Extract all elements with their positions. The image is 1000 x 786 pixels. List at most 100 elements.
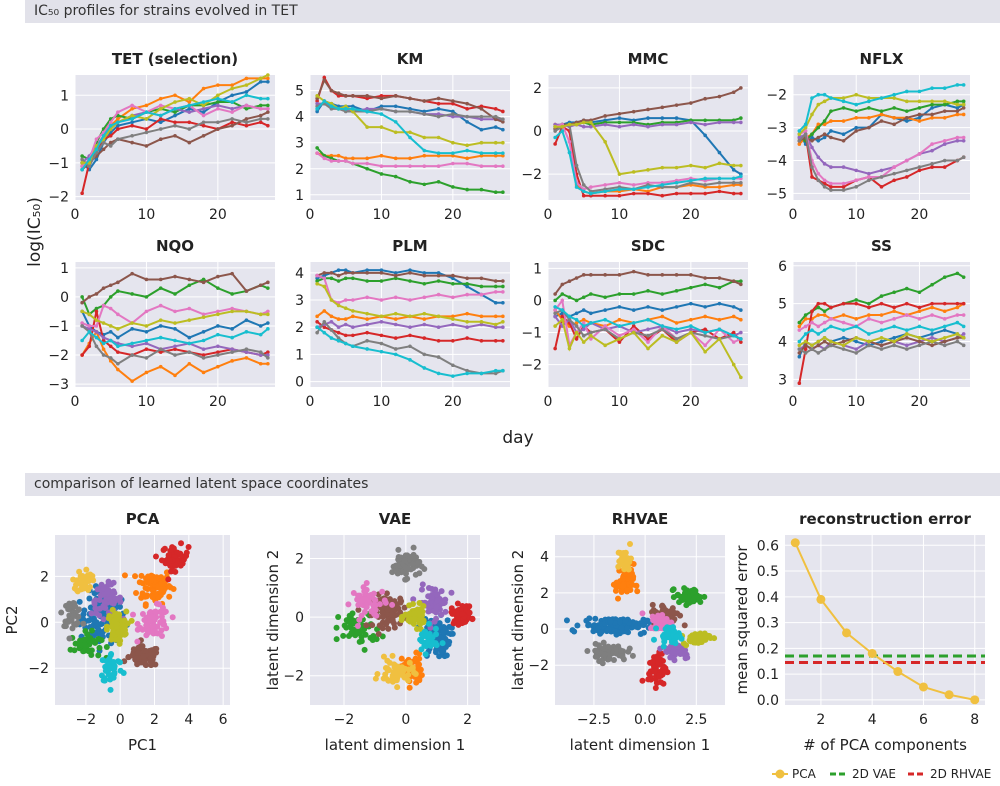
data-point [216, 103, 220, 108]
scatter-point [624, 555, 631, 562]
data-point [660, 273, 665, 277]
data-point [603, 324, 607, 328]
data-point [574, 311, 579, 316]
data-point [731, 191, 736, 196]
data-point [493, 279, 498, 283]
data-point [422, 273, 427, 278]
data-point [379, 314, 384, 319]
data-point [961, 313, 966, 317]
data-point [560, 124, 565, 129]
scatter-point [121, 572, 128, 579]
data-point [617, 333, 622, 338]
data-point [315, 281, 319, 286]
y-tick-label: 0.3 [757, 616, 779, 632]
scatter-point [389, 678, 396, 685]
subplot-title: PCA [126, 510, 160, 528]
scatter-point [142, 585, 149, 592]
scatter-point [101, 599, 108, 606]
data-point [436, 153, 441, 158]
data-point [810, 165, 814, 169]
data-point [717, 94, 722, 99]
subplot-reconstruction-error: 0.00.10.20.30.40.50.62 4 6 8reconstruction … [733, 510, 985, 754]
data-point [116, 120, 120, 125]
data-point [703, 165, 707, 170]
scatter-point [605, 643, 612, 650]
data-point [646, 185, 650, 189]
scatter-point [388, 611, 395, 618]
data-point [854, 301, 859, 306]
data-point [244, 76, 249, 81]
data-point [930, 332, 934, 336]
data-point [790, 538, 800, 548]
data-point [80, 324, 84, 328]
data-point [660, 193, 665, 198]
data-point [553, 308, 557, 312]
data-point [230, 327, 234, 331]
scatter-point [591, 622, 598, 629]
data-point [660, 292, 665, 296]
data-point [329, 104, 334, 109]
data-point [631, 109, 636, 114]
data-point [822, 99, 827, 104]
scatter-point [466, 603, 473, 610]
data-point [560, 314, 565, 319]
y-tick-label: 0.2 [757, 641, 779, 657]
data-point [173, 106, 177, 111]
data-point [158, 286, 163, 290]
data-point [379, 104, 384, 109]
scatter-point [441, 599, 448, 606]
data-point [101, 303, 106, 308]
data-point [603, 193, 607, 198]
data-point [904, 99, 909, 104]
data-point [451, 317, 455, 321]
data-point [689, 191, 693, 196]
data-point [451, 273, 455, 278]
data-point [187, 100, 192, 104]
data-point [589, 333, 593, 338]
data-point [879, 328, 884, 332]
data-point [717, 276, 722, 280]
data-point [144, 329, 149, 334]
scatter-point [598, 629, 605, 636]
data-point [173, 93, 177, 98]
data-point [803, 317, 808, 321]
data-point [116, 289, 120, 293]
scatter-point [389, 601, 396, 608]
data-point [854, 102, 859, 107]
data-point [322, 75, 327, 80]
scatter-point [172, 568, 179, 575]
scatter-point [422, 651, 429, 658]
x-tick-label: 4 [868, 712, 877, 728]
data-point [322, 309, 327, 313]
scatter-point [629, 581, 636, 588]
data-point [942, 339, 947, 344]
data-point [917, 324, 922, 329]
data-point [393, 271, 398, 275]
y-tick-label: −1 [48, 319, 69, 335]
data-point [501, 117, 505, 122]
data-point [351, 298, 355, 302]
data-point [493, 339, 498, 343]
data-point [854, 115, 859, 120]
data-point [703, 183, 707, 187]
data-point [144, 356, 149, 360]
data-point [501, 368, 505, 373]
data-point [393, 174, 398, 179]
data-point [465, 325, 469, 330]
x-tick-label: 20 [444, 207, 462, 223]
data-point [393, 156, 398, 161]
scatter-point [432, 625, 439, 632]
data-point [101, 286, 106, 290]
data-point [841, 301, 846, 306]
scatter-cluster [372, 652, 419, 691]
scatter-point [343, 617, 350, 624]
scatter-point [363, 622, 370, 629]
scatter-point [639, 677, 646, 684]
data-point [942, 309, 947, 314]
scatter-point [149, 594, 156, 601]
data-point [930, 165, 934, 169]
data-point [829, 339, 833, 344]
scatter-point [417, 620, 424, 627]
data-point [917, 106, 922, 110]
